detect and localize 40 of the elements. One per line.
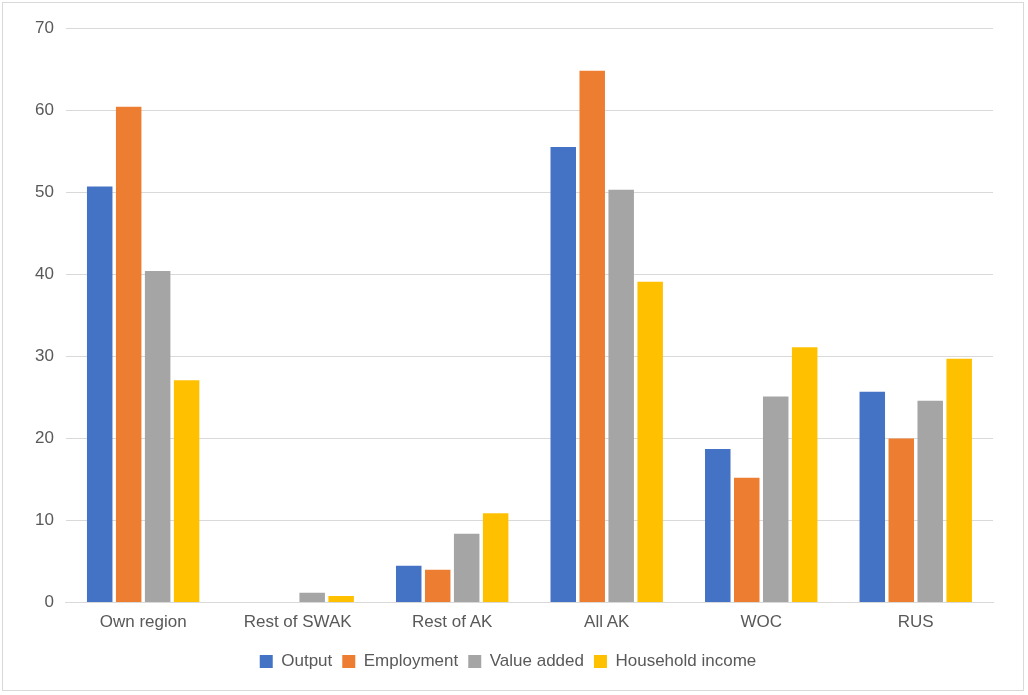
bar	[791, 347, 818, 603]
bar	[550, 147, 576, 603]
bar	[733, 477, 760, 603]
x-tick-label: Own region	[99, 612, 187, 632]
bar	[453, 533, 480, 603]
y-tick-label: 0	[44, 592, 54, 612]
bar	[424, 569, 451, 603]
x-tick-label: Rest of AK	[412, 612, 494, 632]
bar	[705, 449, 731, 603]
bar	[144, 270, 171, 603]
bar	[917, 400, 943, 603]
bar	[946, 358, 972, 603]
bar	[579, 70, 605, 603]
bar	[115, 106, 142, 603]
y-tick-label: 40	[34, 263, 54, 283]
bar	[299, 592, 325, 603]
bar	[173, 380, 200, 603]
y-tick-label: 60	[34, 99, 54, 119]
legend-label: Household income	[615, 651, 757, 671]
x-tick-label: All AK	[584, 612, 631, 632]
bar	[482, 513, 509, 603]
x-tick-label: RUS	[897, 612, 934, 632]
bar	[608, 189, 634, 603]
x-tick-label: Rest of SWAK	[243, 612, 353, 632]
bar	[637, 281, 663, 603]
bar	[395, 565, 422, 603]
y-tick-label: 70	[34, 17, 54, 37]
bar	[859, 391, 886, 603]
x-tick-label: WOC	[740, 612, 782, 632]
y-tick-label: 10	[34, 510, 54, 530]
legend-label: Output	[281, 651, 333, 671]
y-tick-label: 20	[34, 428, 54, 448]
y-tick-label: 30	[34, 346, 54, 366]
y-tick-label: 50	[34, 181, 54, 201]
legend-label: Employment	[363, 651, 459, 671]
bar	[328, 596, 354, 603]
bar	[86, 186, 113, 603]
bar	[762, 396, 789, 603]
legend-label: Value added	[489, 651, 584, 671]
bar	[888, 438, 914, 603]
